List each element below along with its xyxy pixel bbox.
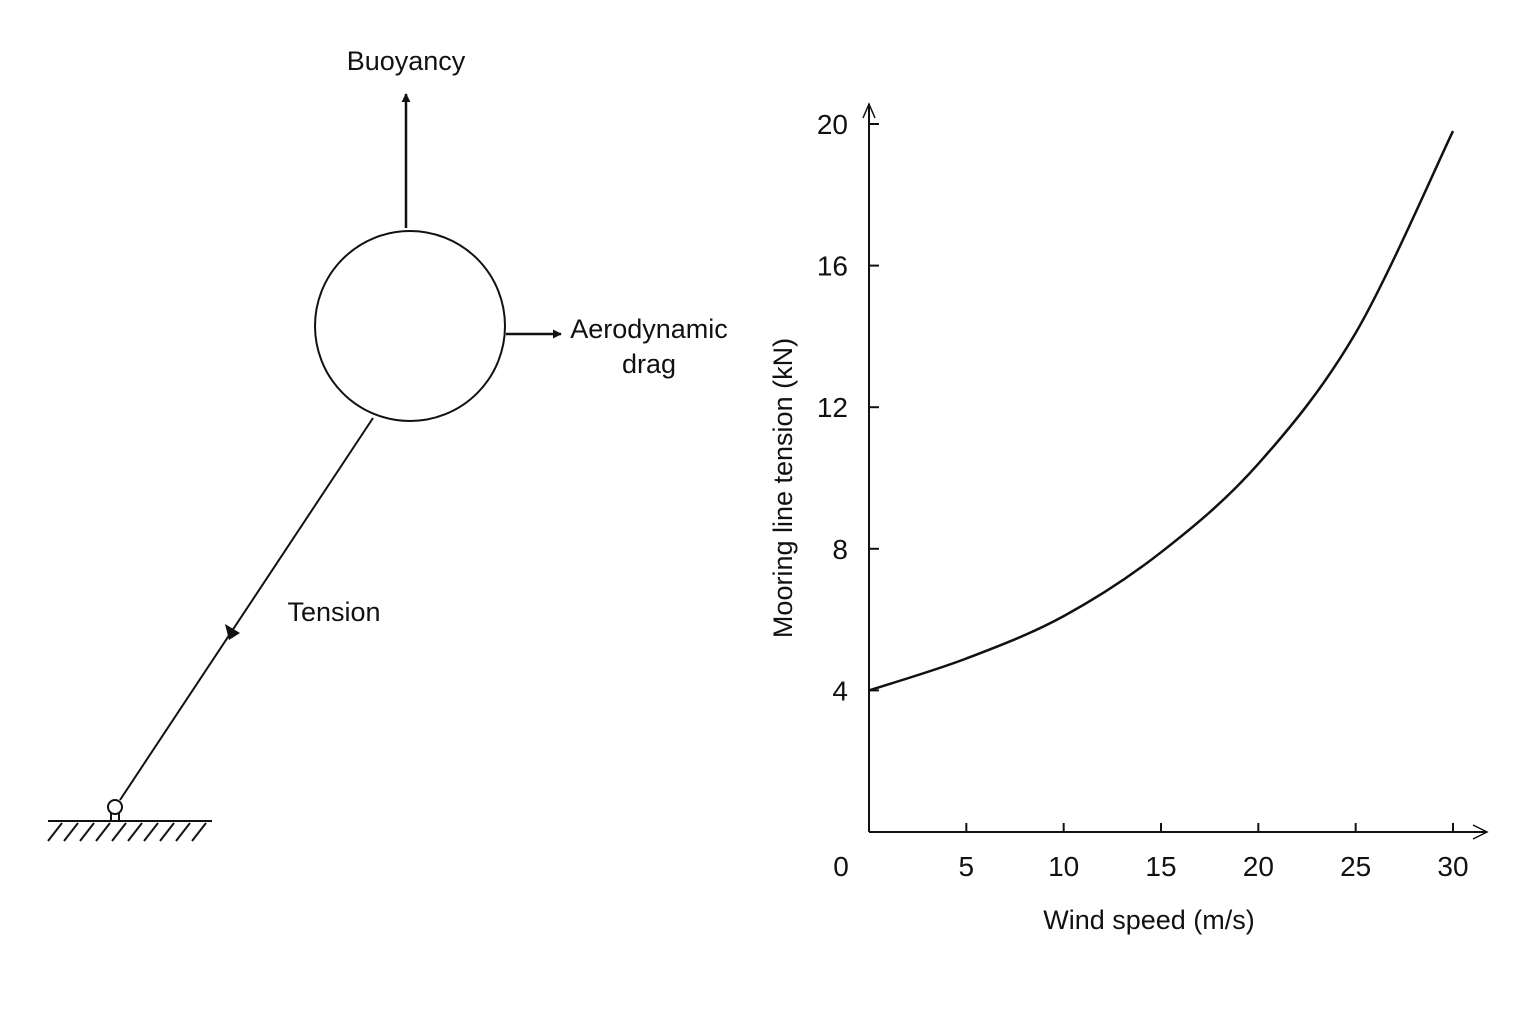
- x-tick-label: 15: [1145, 851, 1176, 882]
- x-axis-label: Wind speed (m/s): [1043, 905, 1255, 935]
- free-body-diagram: Buoyancy Aerodynamic drag Tension: [47, 46, 728, 842]
- x-tick-label: 25: [1340, 851, 1371, 882]
- y-tick-label: 16: [817, 251, 848, 282]
- x-tick-label: 5: [959, 851, 975, 882]
- x-tick-label: 30: [1437, 851, 1468, 882]
- x-tick-label: 0: [833, 851, 849, 882]
- tension-chart: 0 5 10 15 20 25 30 4 8 12 16 20 Wind speed (m/s) M…: [768, 102, 1489, 935]
- y-ticks: 4 8 12 16 20: [817, 109, 879, 706]
- y-tick-label: 20: [817, 109, 848, 140]
- y-axis-label: Mooring line tension (kN): [768, 338, 798, 638]
- buoyancy-label: Buoyancy: [347, 46, 466, 76]
- tension-label: Tension: [287, 597, 380, 627]
- x-tick-label: 20: [1243, 851, 1274, 882]
- y-tick-label: 12: [817, 392, 848, 423]
- ground-anchor: [47, 799, 212, 842]
- tension-curve: [868, 130, 1455, 692]
- mooring-line: [119, 417, 374, 801]
- y-axis-arrow: [862, 102, 876, 119]
- drag-label-line2: drag: [622, 349, 676, 379]
- x-axis-arrow: [1472, 824, 1489, 840]
- x-tick-label: 10: [1048, 851, 1079, 882]
- drag-label-line1: Aerodynamic: [570, 314, 728, 344]
- y-tick-label: 4: [832, 675, 848, 706]
- tension-arrowhead: [225, 624, 240, 640]
- balloon: [314, 230, 506, 422]
- y-tick-label: 8: [832, 534, 848, 565]
- x-ticks: 0 5 10 15 20 25 30: [833, 823, 1469, 882]
